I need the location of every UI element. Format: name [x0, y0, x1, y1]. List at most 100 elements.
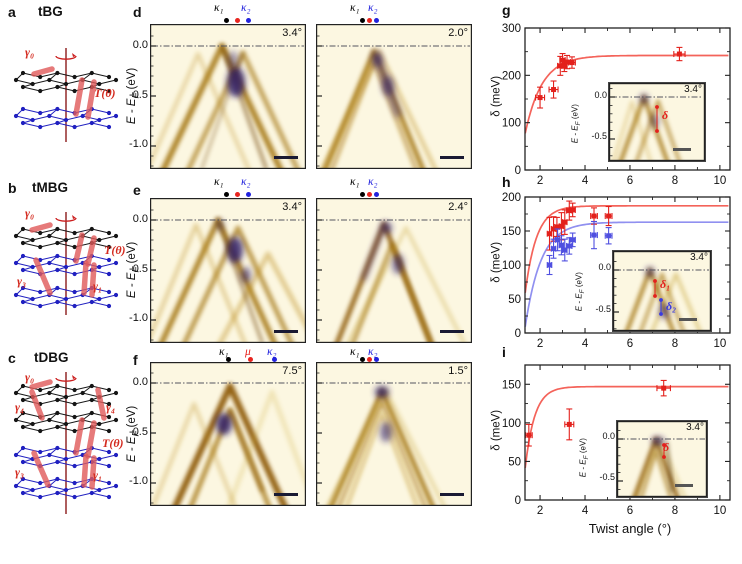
svg-text:10: 10: [713, 338, 726, 350]
svg-text:4: 4: [582, 175, 589, 186]
f-right-kappa2-label: κ₂: [368, 346, 378, 358]
h-inset-ytick-1: -0.5: [595, 304, 611, 314]
e-ytick-2: -1.0: [129, 312, 148, 324]
f-right-kappa1-label: κ₁: [350, 346, 360, 358]
e-right-angle: 2.4°: [448, 201, 468, 213]
d-left-kappa2-dot: [246, 18, 251, 23]
d-ytick-1: -0.5: [129, 89, 148, 101]
h-inset-angle: 3.4°: [690, 252, 708, 263]
i-inset-yaxis-label: E - EF (eV): [578, 438, 590, 478]
svg-text:6: 6: [627, 175, 633, 186]
e-left-mu-dot: [235, 192, 240, 197]
i-inset-ytick-1: -0.5: [599, 472, 615, 482]
e-left-kappa2-dot: [246, 192, 251, 197]
d-left-mu-dot: [235, 18, 240, 23]
f-left-kappa2-dot: [272, 357, 277, 362]
svg-text:50: 50: [508, 294, 521, 306]
e-right-spectrum: [316, 198, 472, 343]
h-inset-delta1-label: δ₁: [660, 277, 671, 291]
svg-text:50: 50: [508, 456, 521, 468]
panel-title-tbg: tBG: [38, 4, 63, 19]
t-theta-label-c: T(θ): [102, 436, 124, 450]
g-inset-ytick-0: 0.0: [594, 90, 607, 100]
g-inset-angle: 3.4°: [684, 84, 702, 95]
svg-text:10: 10: [713, 175, 726, 186]
d-left-angle: 3.4°: [282, 27, 302, 39]
svg-text:0: 0: [515, 328, 521, 340]
panel-label-h: h: [502, 174, 511, 190]
panel-title-tmbg: tMBG: [32, 180, 68, 195]
g-inset-spectrum: [609, 83, 706, 170]
svg-text:10: 10: [713, 505, 726, 517]
svg-text:200: 200: [502, 192, 521, 204]
f-right-kappa1-dot: [360, 357, 365, 362]
f-right-spectrum: [316, 362, 472, 506]
e-ytick-1: -0.5: [129, 263, 148, 275]
svg-text:8: 8: [672, 175, 678, 186]
svg-text:100: 100: [502, 418, 521, 430]
i-inset: 3.4° δ: [616, 420, 708, 506]
tdbg-lattice-schematic: [13, 372, 119, 514]
svg-text:300: 300: [502, 23, 521, 35]
e-left-kappa1-label: κ₁: [214, 176, 224, 188]
d-left-kappa1-label: κ₁: [214, 2, 224, 14]
e-right-mu-dot: [367, 192, 372, 197]
gamma0-label-a: γ₀: [25, 45, 35, 59]
e-left-kappa1-dot: [224, 192, 229, 197]
gamma0-label-c: γ₀: [25, 370, 35, 384]
i-xaxis-label: Twist angle (°): [588, 521, 672, 536]
svg-text:150: 150: [502, 379, 521, 391]
f-left-kappa1-label: κ₁: [219, 346, 229, 358]
e-right-kappa1-label: κ₁: [350, 176, 360, 188]
panel-label-i: i: [502, 344, 506, 360]
panel-label-c: c: [8, 350, 16, 366]
d-right-kappa2-label: κ₂: [368, 2, 378, 14]
d-right-spectrum: [316, 24, 472, 169]
e-left-kappa2-label: κ₂: [241, 176, 251, 188]
svg-text:2: 2: [537, 505, 543, 517]
tmbg-lattice-schematic: [13, 212, 119, 315]
t-theta-label-a: T(θ): [94, 86, 116, 100]
d-right-kappa1-dot: [360, 18, 365, 23]
h-inset-spectrum: [613, 251, 712, 340]
d-left-kappa1-dot: [224, 18, 229, 23]
gamma1-label-c: γ₁: [93, 468, 103, 482]
panel-label-f: f: [133, 352, 138, 368]
gamma4-left-label-c: γ₄: [15, 400, 25, 414]
panel-label-g: g: [502, 2, 511, 18]
svg-text:6: 6: [627, 338, 633, 350]
panel-title-tdbg: tDBG: [34, 350, 69, 365]
svg-text:0: 0: [515, 495, 521, 507]
svg-text:8: 8: [672, 505, 678, 517]
d-right-kappa1-label: κ₁: [350, 2, 360, 14]
i-inset-ytick-0: 0.0: [602, 431, 615, 441]
h-inset-ytick-0: 0.0: [598, 262, 611, 272]
f-left-kappa1-dot: [226, 357, 231, 362]
f-right-kappa2-dot: [374, 357, 379, 362]
h-inset-delta2-label: δ₂: [666, 299, 677, 313]
e-ytick-0: 0.0: [132, 213, 148, 225]
d-right-mu-dot: [367, 18, 372, 23]
g-inset-ytick-1: -0.5: [591, 131, 607, 141]
f-ytick-1: -0.5: [129, 426, 148, 438]
g-inset-delta-label: δ: [662, 108, 669, 122]
f-right-mu-dot: [367, 357, 372, 362]
f-left-kappa2-label: κ₂: [267, 346, 277, 358]
panel-label-e: e: [133, 182, 141, 198]
e-right-kappa2-dot: [374, 192, 379, 197]
f-ytick-2: -1.0: [129, 475, 148, 487]
svg-text:4: 4: [582, 338, 589, 350]
f-left-angle: 7.5°: [282, 365, 302, 377]
d-right-angle: 2.0°: [448, 27, 468, 39]
gamma4-right-label-c: γ₄: [106, 400, 116, 414]
gamma3-label-c: γ₃: [15, 465, 25, 479]
panel-label-a: a: [8, 4, 16, 20]
e-left-angle: 3.4°: [282, 201, 302, 213]
svg-text:2: 2: [537, 175, 543, 186]
panel-label-d: d: [133, 4, 142, 20]
d-right-kappa2-dot: [374, 18, 379, 23]
g-inset: 3.4° δ: [608, 82, 706, 170]
